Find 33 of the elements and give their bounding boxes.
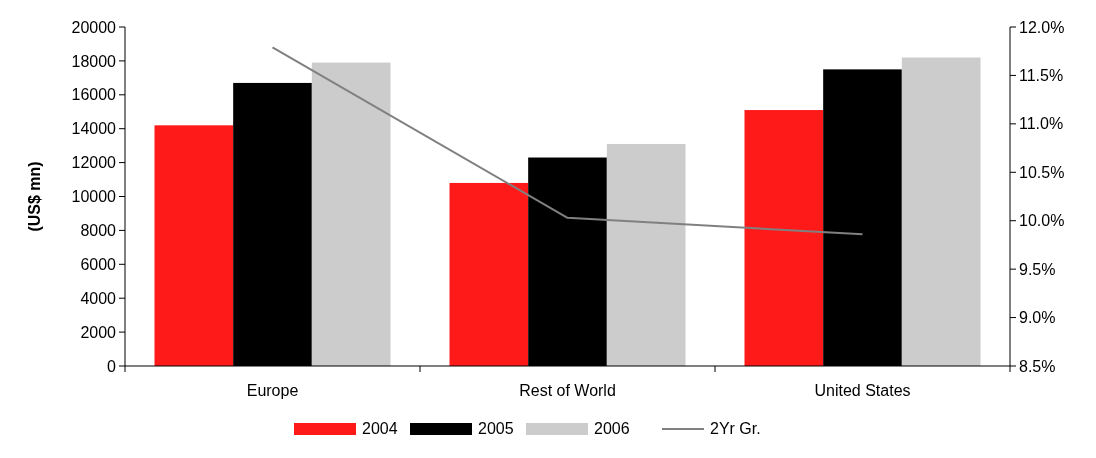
- y2-tick-label: 11.0%: [1019, 115, 1064, 133]
- y2-tick-label: 9.0%: [1019, 309, 1056, 327]
- legend-label: 2004: [362, 420, 398, 437]
- legend-label: 2006: [594, 420, 630, 437]
- y2-tick-label: 12.0%: [1019, 18, 1065, 36]
- y-axis-title: (US$ mn): [26, 161, 43, 232]
- x-tick-label: Europe: [246, 382, 299, 399]
- y2-tick-label: 11.5%: [1019, 67, 1064, 85]
- y-tick-label: 12000: [71, 154, 117, 172]
- y2-tick-label: 10.0%: [1019, 212, 1065, 230]
- y-tick-label: 0: [107, 357, 117, 375]
- y-tick-label: 16000: [71, 86, 117, 104]
- y-tick-label: 4000: [80, 289, 117, 307]
- y2-tick-label: 10.5%: [1019, 163, 1065, 181]
- bar: [154, 125, 234, 366]
- y-tick-label: 10000: [71, 188, 117, 206]
- bar: [901, 57, 981, 366]
- bar: [606, 143, 686, 366]
- bar: [744, 110, 824, 366]
- legend-label: 2Yr Gr.: [710, 420, 761, 437]
- x-tick-label: United States: [814, 382, 911, 399]
- x-tick-label: Rest of World: [519, 382, 616, 399]
- y-tick-label: 8000: [80, 222, 117, 239]
- y2-tick-label: 8.5%: [1019, 357, 1056, 375]
- y-tick-label: 2000: [80, 323, 117, 341]
- y-tick-label: 14000: [71, 120, 117, 138]
- bar: [311, 62, 391, 366]
- legend-label: 2005: [478, 420, 514, 437]
- y-tick-label: 20000: [71, 18, 117, 36]
- y2-tick-label: 9.5%: [1019, 260, 1056, 278]
- y-tick-label: 18000: [71, 52, 117, 70]
- y-tick-label: 6000: [80, 255, 117, 273]
- bar: [449, 182, 529, 366]
